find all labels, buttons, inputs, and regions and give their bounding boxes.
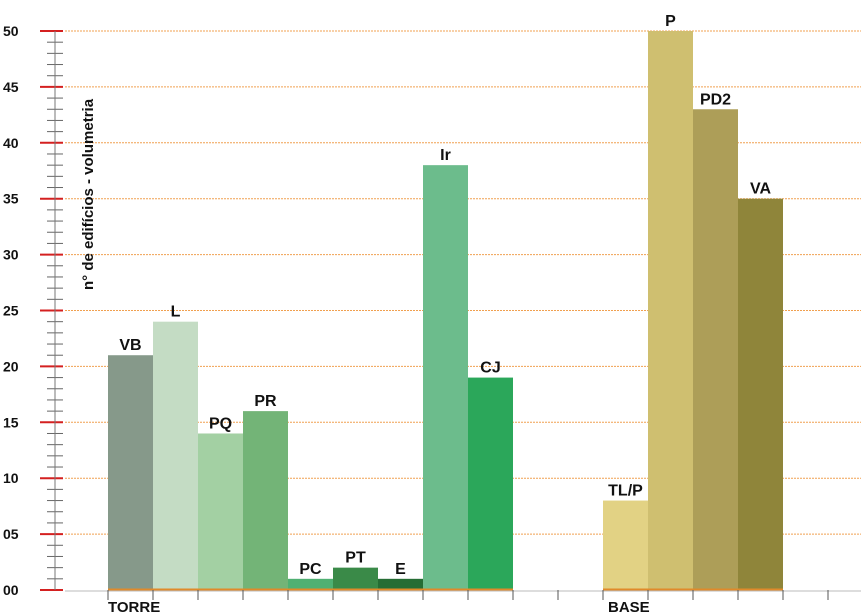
bar-pt [333, 567, 378, 590]
group-label: BASE [608, 599, 650, 616]
bar-label: PD2 [700, 91, 731, 108]
bar-label: PQ [209, 415, 232, 432]
bar-label: CJ [480, 360, 500, 377]
bar-ir [423, 165, 468, 590]
bar-tlp [603, 500, 648, 590]
group-label: TORRE [108, 599, 160, 616]
bar-pc [288, 578, 333, 590]
y-axis-title: n° de edifícios - volumetria [80, 98, 97, 290]
y-axis: 00 05 10 15 20 25 30 35 40 45 50 [3, 23, 63, 598]
bar-e [378, 578, 423, 590]
bar-label: PT [345, 550, 366, 567]
bar-label: TL/P [608, 483, 643, 500]
bar-l [153, 321, 198, 590]
bar-label: E [395, 561, 406, 578]
bar-p [648, 31, 693, 590]
bar-label: P [665, 13, 676, 30]
y-tick-label: 10 [3, 470, 19, 486]
bar-label: L [171, 304, 181, 321]
bar-label: Ir [440, 147, 451, 164]
y-tick-label: 25 [3, 303, 19, 319]
y-tick-label: 45 [3, 79, 19, 95]
y-tick-label: 00 [3, 582, 19, 598]
bar-label: VB [119, 337, 141, 354]
bar-pd2 [693, 109, 738, 590]
bar-labels: VB L PQ PR PC PT E Ir CJ TL/P P PD2 VA [119, 13, 771, 578]
bar-label: PC [299, 561, 322, 578]
y-tick-label: 50 [3, 23, 19, 39]
bar-label: VA [750, 181, 771, 198]
bar-vb [108, 355, 153, 590]
x-axis: TORRE BASE [65, 588, 861, 616]
y-tick-label: 20 [3, 358, 19, 374]
y-tick-label: 35 [3, 191, 19, 207]
bars [108, 31, 783, 590]
bar-pq [198, 433, 243, 590]
y-tick-label: 40 [3, 135, 19, 151]
bar-va [738, 198, 783, 590]
bar-cj [468, 377, 513, 590]
bar-pr [243, 411, 288, 590]
bar-label: PR [254, 393, 277, 410]
y-tick-label: 30 [3, 247, 19, 263]
y-tick-label: 15 [3, 414, 19, 430]
y-tick-label: 05 [3, 526, 19, 542]
